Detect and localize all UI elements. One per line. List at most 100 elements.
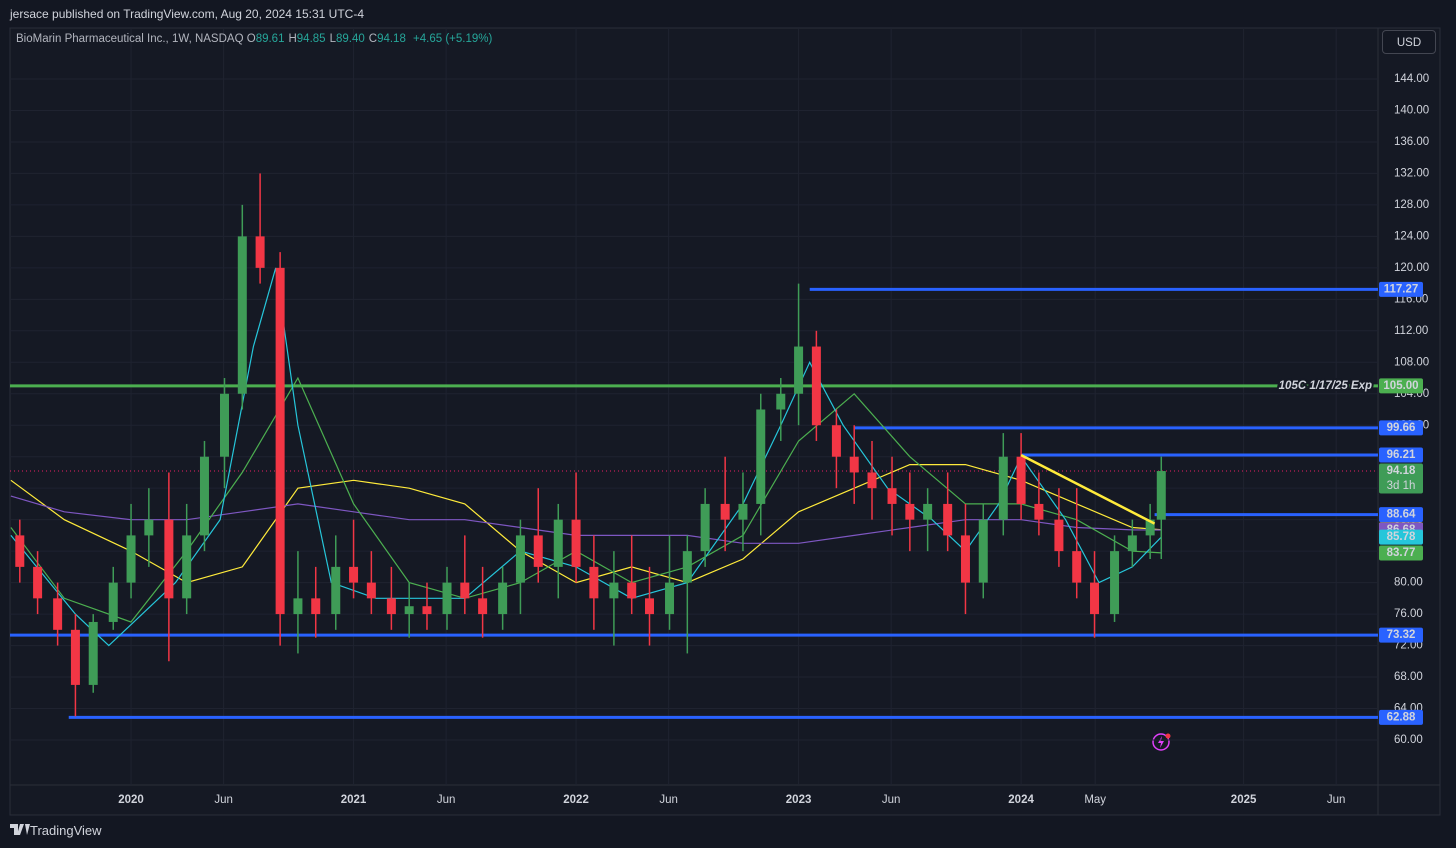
y-tick-label: 112.00 (1394, 325, 1428, 337)
footer-brand: TradingView (10, 823, 102, 838)
chart-panel (9, 27, 1441, 816)
candle-body (144, 519, 154, 536)
currency-button[interactable]: USD (1382, 30, 1436, 54)
y-tick-label: 60.00 (1394, 734, 1423, 746)
candle-body (33, 566, 43, 599)
candle-body (776, 393, 786, 410)
level-tag-bg (1379, 627, 1423, 643)
candle-body (293, 598, 303, 615)
candle-body (515, 535, 525, 583)
ma-price-tag: 85.78 (1387, 531, 1416, 543)
candle-body (533, 535, 543, 567)
x-tick-label: Jun (659, 794, 678, 806)
candle-body (199, 456, 209, 536)
candle-body (960, 535, 970, 583)
y-tick-label: 128.00 (1394, 199, 1429, 211)
level-tag-bg (1379, 447, 1423, 463)
candle-body (1156, 471, 1166, 520)
candle-body (164, 519, 174, 599)
candle-body (478, 598, 488, 615)
candle-body (108, 582, 118, 622)
candle-body (1054, 519, 1064, 552)
candle-body (831, 425, 841, 457)
ohlc-value: 94.18 (377, 33, 406, 45)
candle-body (665, 582, 675, 615)
candle-body (849, 456, 859, 473)
alert-icon (1152, 733, 1171, 751)
ohlc-value: 89.61 (255, 33, 285, 45)
candle-body (1145, 519, 1155, 536)
symbol-title: BioMarin Pharmaceutical Inc., 1W, NASDAQ (16, 33, 244, 45)
ma-price-tag-bg (1379, 529, 1423, 545)
candle-body (88, 621, 98, 685)
candle-body (275, 267, 285, 615)
x-tick-label: Jun (1327, 794, 1346, 806)
candle-body (311, 598, 321, 615)
x-tick-label: 2022 (563, 794, 589, 806)
level-tag-bg (1379, 378, 1423, 394)
x-tick-label: 2020 (118, 794, 144, 806)
trendline (1020, 453, 1156, 525)
candle-body (70, 629, 80, 685)
candle-body (738, 503, 748, 520)
publisher-line: jersace published on TradingView.com, Au… (10, 7, 364, 21)
y-tick-label: 68.00 (1394, 671, 1423, 683)
y-tick-label: 140.00 (1394, 105, 1429, 117)
candle-body (978, 519, 988, 583)
moving-average (10, 495, 1162, 544)
level-tag: 105.00 (1383, 380, 1418, 392)
last-price-tag-countdown: 3d 1h (1387, 480, 1416, 492)
candle-body (53, 598, 63, 630)
x-tick-label: 2021 (341, 794, 367, 806)
level-tag-bg (1379, 709, 1423, 725)
candle-body (589, 566, 599, 599)
ohlc-value: 94.85 (296, 33, 326, 45)
candle-body (700, 503, 710, 552)
candle-body (460, 582, 470, 599)
candle-body (237, 236, 247, 394)
candle-body (331, 566, 341, 615)
candle-body (349, 566, 359, 583)
ma-price-tag-bg (1379, 545, 1423, 561)
ohlc-value: 89.40 (335, 33, 365, 45)
y-tick-label: 144.00 (1394, 73, 1429, 85)
candle-body (1127, 535, 1137, 552)
candle-body (571, 519, 581, 567)
x-tick-label: May (1084, 794, 1106, 806)
ohlc-values: O89.61 H94.85 L89.40 C94.18 (247, 33, 410, 45)
candle-body (1016, 456, 1026, 504)
candle-body (15, 535, 25, 567)
candle-body (404, 606, 414, 615)
candle-body (1034, 503, 1044, 520)
candle-body (644, 598, 654, 615)
candle-body (720, 503, 730, 520)
candle-body (1090, 582, 1100, 615)
level-tag-bg (1379, 420, 1423, 436)
candle-body (422, 606, 432, 615)
candle-body (386, 598, 396, 615)
change: +4.65 (+5.19%) (413, 33, 493, 45)
y-tick-label: 124.00 (1394, 230, 1429, 242)
candle-body (366, 582, 376, 599)
candle-body (905, 503, 915, 520)
ohlc-key: L (329, 33, 336, 45)
candle-body (255, 236, 265, 268)
ohlc-key: O (246, 33, 256, 45)
candle-body (126, 535, 136, 583)
x-tick-label: 2023 (786, 794, 812, 806)
candle-body (442, 582, 452, 615)
brand-logo (10, 824, 30, 835)
moving-average (10, 464, 1162, 584)
candle-body (867, 472, 877, 489)
level-annotation: 105C 1/17/25 Exp (1279, 380, 1372, 392)
moving-average (10, 376, 1162, 623)
candle-body (923, 503, 933, 520)
candle-body (1072, 551, 1082, 583)
last-price-tag: 94.18 (1387, 465, 1416, 477)
x-tick-label: Jun (882, 794, 901, 806)
candle-body (682, 551, 692, 583)
candle-body (756, 409, 766, 504)
last-price-tag-bg (1379, 463, 1423, 494)
